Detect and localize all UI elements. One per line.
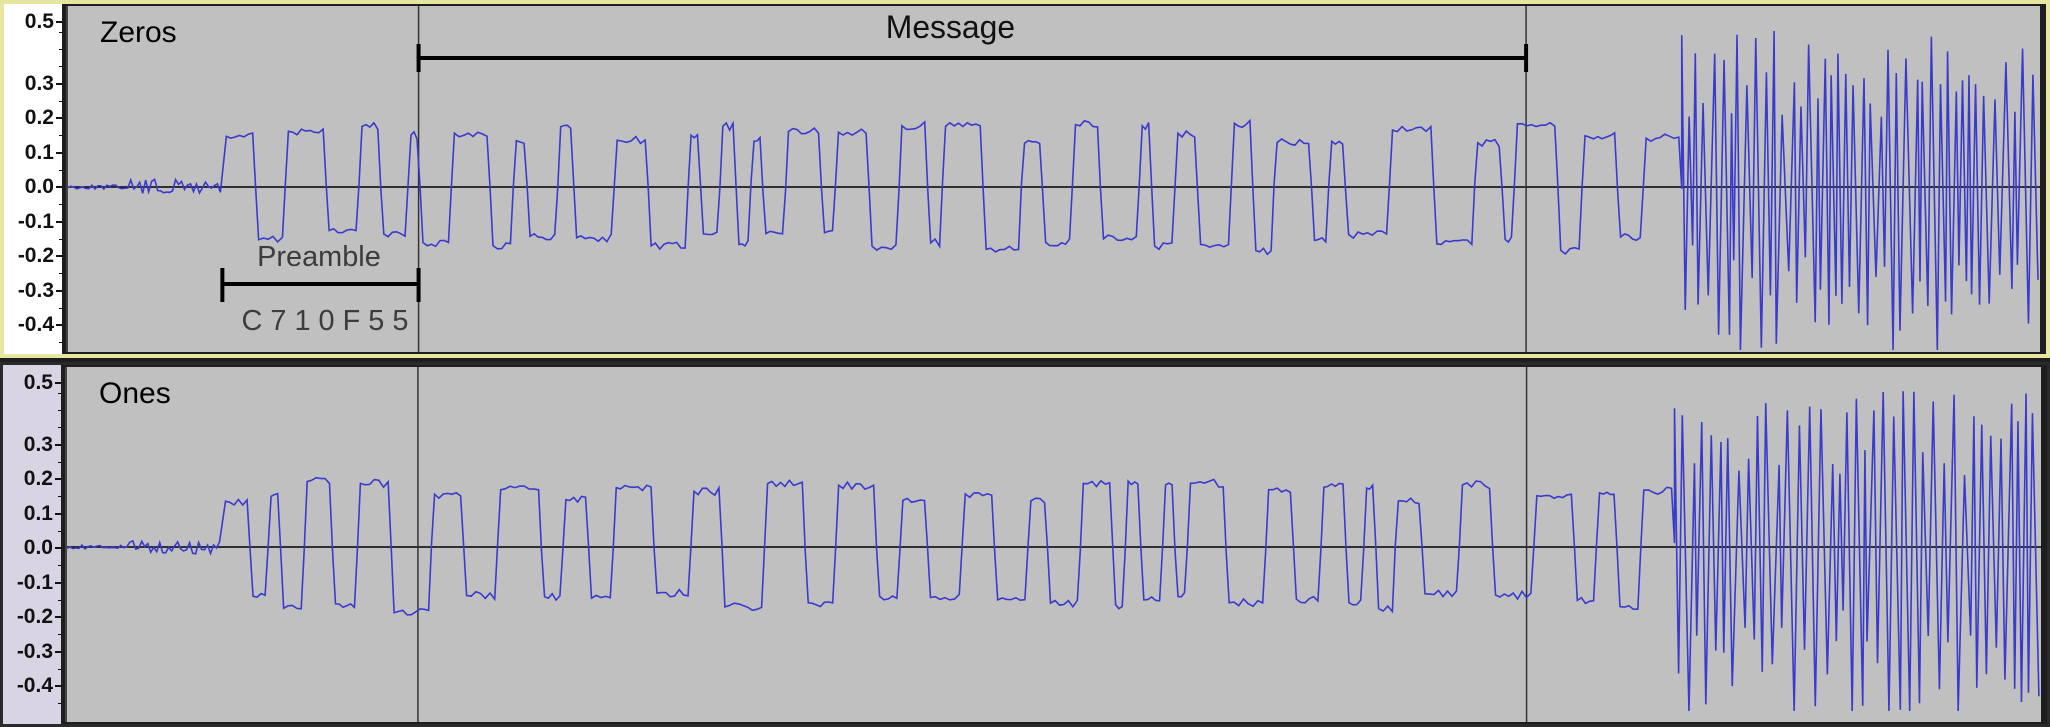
track-name-label: Zeros (100, 16, 177, 49)
ruler-minor-tick (59, 342, 62, 344)
ruler-minor-tick (58, 686, 61, 687)
amplitude-ruler: 0.5 0.3 0.2 0.1 0.0 -0.1 -0.2 -0.3 -0.4 (4, 4, 62, 354)
ruler-minor-tick (58, 651, 61, 653)
ruler-tick-label: 0.1 (23, 501, 53, 525)
ruler-minor-tick (58, 410, 61, 411)
ruler-minor-tick (59, 83, 62, 85)
waveform-area[interactable]: Message Preamble C 7 1 0 F 5 5 Zeros (66, 6, 2040, 352)
ruler-minor-tick (58, 479, 61, 480)
ruler-minor-tick (58, 634, 61, 636)
track-zeros[interactable]: 0.5 0.3 0.2 0.1 0.0 -0.1 -0.2 -0.3 -0.4 Message … (0, 0, 2050, 358)
ruler-tick-label: -0.2 (16, 605, 53, 628)
track-ones[interactable]: 0.5 0.3 0.2 0.1 0.0 -0.1 -0.2 -0.3 -0.4 Ones (0, 362, 2050, 727)
ruler-minor-tick (58, 599, 61, 601)
ruler-minor-tick (58, 461, 61, 463)
ruler-tick-label: 0.2 (23, 467, 53, 490)
waveform-area[interactable]: Ones (65, 367, 2041, 722)
ruler-minor-tick (59, 135, 62, 137)
waveform-signal (67, 391, 2040, 712)
ruler-minor-tick (58, 392, 61, 394)
ruler-tick-label: 0.2 (24, 106, 54, 129)
preamble-bracket (220, 268, 421, 302)
message-bracket (416, 44, 1529, 72)
ruler-minor-tick (59, 118, 62, 119)
ruler-minor-tick (59, 221, 62, 223)
ruler-minor-tick (58, 513, 61, 515)
ruler-minor-tick (59, 290, 62, 292)
ruler-tick-label: 0.5 (24, 10, 54, 33)
waveform-signal (68, 30, 2039, 351)
ruler-minor-tick (59, 325, 62, 326)
ruler-minor-tick (58, 548, 61, 549)
ruler-tick-label: -0.1 (17, 209, 54, 233)
ruler-tick-label: -0.4 (16, 674, 53, 697)
ruler-tick-label: 0.0 (24, 175, 54, 198)
ruler-minor-tick (59, 307, 62, 309)
ruler-tick-label: -0.3 (16, 639, 53, 663)
ruler-minor-tick (59, 31, 62, 33)
ruler-minor-tick (59, 169, 62, 171)
ruler-tick (55, 382, 61, 384)
ruler-tick-label: 0.0 (23, 536, 53, 559)
ruler-minor-tick (59, 100, 62, 102)
ruler-minor-tick (59, 204, 62, 206)
ruler-minor-tick (58, 582, 61, 584)
ruler-minor-tick (58, 444, 61, 446)
ruler-minor-tick (59, 187, 62, 188)
ruler-tick-label: -0.3 (17, 278, 54, 302)
amplitude-ruler: 0.5 0.3 0.2 0.1 0.0 -0.1 -0.2 -0.3 -0.4 (3, 365, 61, 724)
track-name-label: Ones (99, 377, 171, 410)
ruler-tick-label: 0.1 (24, 140, 54, 164)
ruler-tick-label: -0.2 (17, 244, 54, 267)
waveform-plot: Message Preamble C 7 1 0 F 5 5 (68, 6, 2040, 352)
waveform-plot (67, 367, 2041, 722)
ruler-minor-tick (59, 49, 62, 50)
ruler-minor-tick (59, 66, 62, 68)
ruler-minor-tick (59, 256, 62, 257)
preamble-hex-label: C 7 1 0 F 5 5 (241, 305, 408, 337)
ruler-minor-tick (59, 152, 62, 154)
ruler-minor-tick (59, 273, 62, 275)
ruler-tick-label: 0.3 (24, 71, 54, 95)
message-label: Message (886, 9, 1015, 45)
ruler-minor-tick (58, 668, 61, 670)
preamble-label: Preamble (257, 241, 381, 273)
ruler-tick-label: 0.3 (23, 432, 53, 456)
ruler-minor-tick (58, 703, 61, 705)
ruler-minor-tick (58, 617, 61, 618)
ruler-minor-tick (59, 238, 62, 240)
ruler-minor-tick (58, 496, 61, 498)
ruler-tick (56, 21, 62, 23)
ruler-tick-label: 0.5 (23, 371, 53, 394)
ruler-minor-tick (58, 530, 61, 532)
ruler-minor-tick (58, 565, 61, 567)
ruler-tick-label: -0.1 (16, 570, 53, 594)
ruler-tick-label: -0.4 (17, 313, 54, 336)
ruler-minor-tick (58, 427, 61, 429)
